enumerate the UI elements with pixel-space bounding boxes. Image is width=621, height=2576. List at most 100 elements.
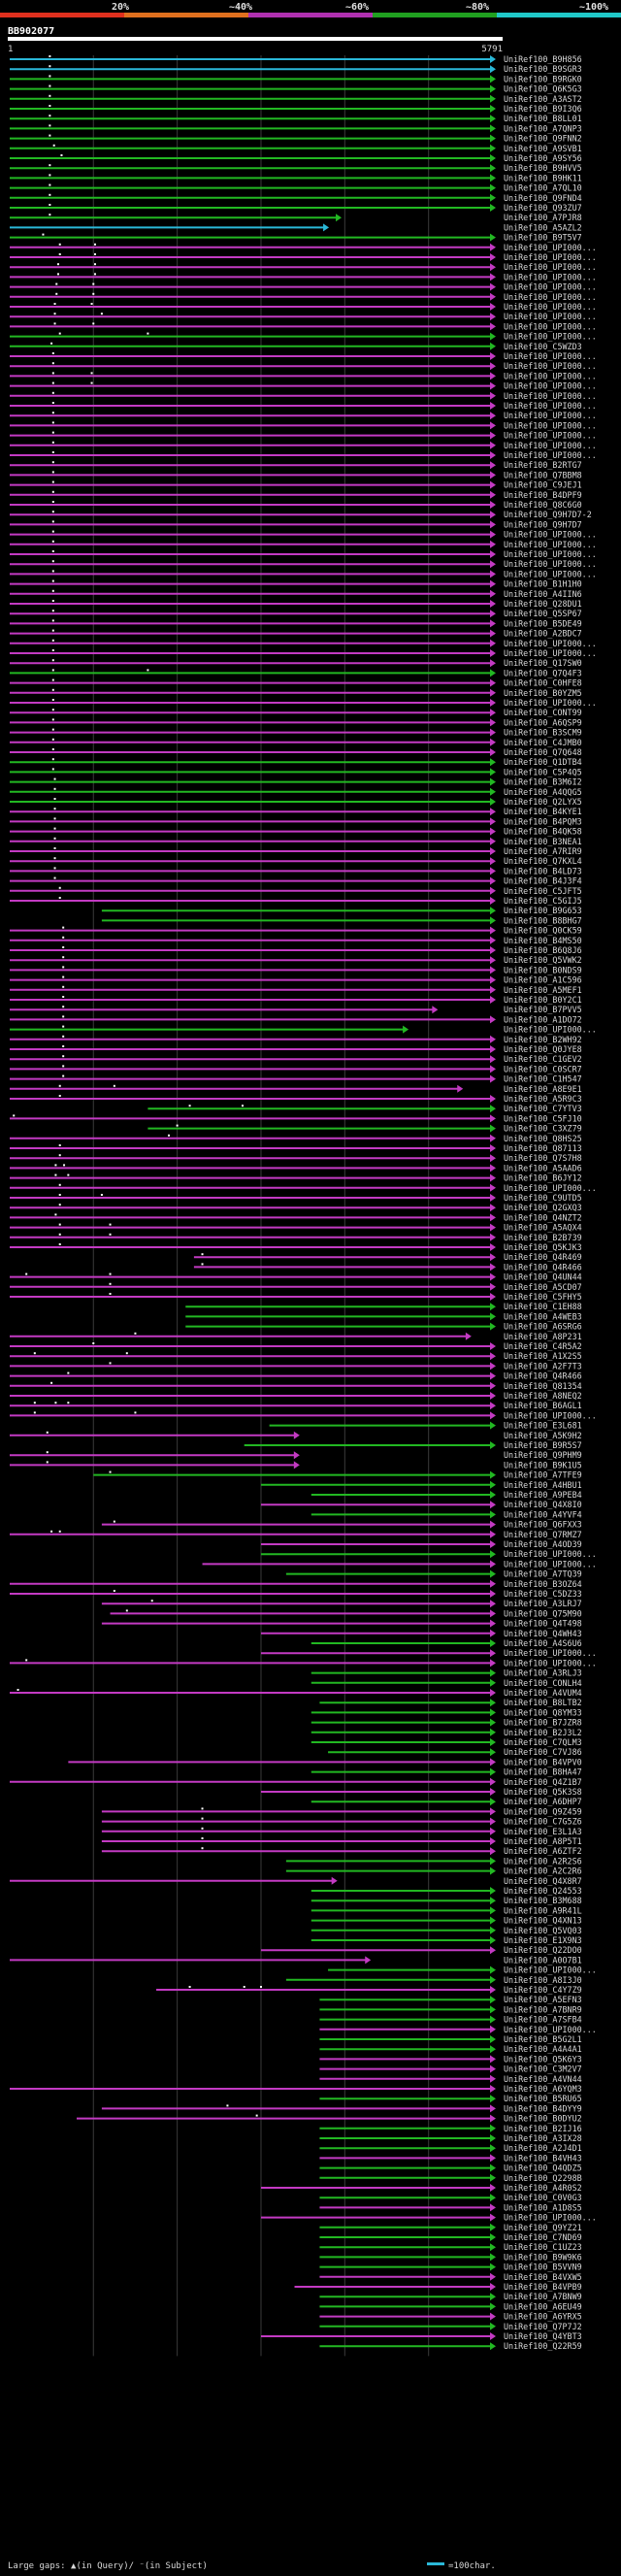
hit-row[interactable]: UniRef100_A7TQ39 — [285, 1569, 582, 1579]
hit-row[interactable]: UniRef100_Q9PHM9 — [10, 1450, 582, 1460]
hit-label[interactable]: UniRef100_B9R5S7 — [504, 1440, 582, 1450]
hit-row[interactable]: UniRef100_Q2298B — [319, 2173, 582, 2183]
hit-label[interactable]: UniRef100_B5RU65 — [504, 2094, 582, 2103]
hit-label[interactable]: UniRef100_A7PJR8 — [504, 213, 582, 222]
hit-label[interactable]: UniRef100_Q2LYX5 — [504, 797, 582, 807]
hit-label[interactable]: UniRef100_UPI000... — [504, 391, 597, 401]
hit-row[interactable]: UniRef100_UPI000... — [10, 262, 597, 272]
hit-label[interactable]: UniRef100_Q4XN13 — [504, 1916, 582, 1926]
hit-label[interactable]: UniRef100_C5JFT5 — [504, 886, 582, 896]
hit-row[interactable]: UniRef100_Q5K3S8 — [260, 1787, 582, 1797]
hit-label[interactable]: UniRef100_Q5K3S8 — [504, 1787, 582, 1797]
hit-row[interactable]: UniRef100_UPI000... — [260, 1648, 597, 1658]
hit-row[interactable]: UniRef100_UPI000... — [10, 530, 597, 540]
hit-label[interactable]: UniRef100_B7PVV5 — [504, 1005, 582, 1014]
hit-label[interactable]: UniRef100_Q2298B — [504, 2173, 582, 2183]
hit-row[interactable]: UniRef100_CONT99 — [10, 708, 582, 717]
hit-label[interactable]: UniRef100_Q0JYE8 — [504, 1044, 582, 1054]
hit-label[interactable]: UniRef100_B5VVN9 — [504, 2262, 582, 2272]
hit-label[interactable]: UniRef100_B8HA47 — [504, 1767, 582, 1777]
hit-row[interactable]: UniRef100_A1D8S5 — [319, 2202, 582, 2212]
hit-label[interactable]: UniRef100_A5MEF1 — [504, 985, 582, 995]
hit-label[interactable]: UniRef100_B2WH92 — [504, 1035, 582, 1044]
hit-label[interactable]: UniRef100_UPI000... — [504, 431, 597, 441]
hit-label[interactable]: UniRef100_B4QK58 — [504, 827, 582, 837]
hit-label[interactable]: UniRef100_Q24553 — [504, 1886, 582, 1896]
hit-label[interactable]: UniRef100_Q4X8R7 — [504, 1876, 582, 1886]
hit-label[interactable]: UniRef100_B4LD73 — [504, 866, 582, 875]
hit-row[interactable]: UniRef100_Q9FND4 — [10, 193, 582, 203]
hit-label[interactable]: UniRef100_E3L681 — [504, 1421, 582, 1431]
hit-label[interactable]: UniRef100_A0O7B1 — [504, 1955, 582, 1965]
hit-row[interactable]: UniRef100_B9T5V7 — [10, 233, 582, 243]
hit-row[interactable]: UniRef100_C7VJ86 — [328, 1747, 582, 1757]
hit-row[interactable]: UniRef100_C1EH88 — [185, 1302, 582, 1311]
hit-label[interactable]: UniRef100_B5G2L1 — [504, 2034, 582, 2044]
hit-row[interactable]: UniRef100_Q75M90 — [110, 1608, 582, 1618]
hit-label[interactable]: UniRef100_C1EH88 — [504, 1302, 582, 1311]
hit-row[interactable]: UniRef100_UPI000... — [10, 1025, 597, 1035]
hit-row[interactable]: UniRef100_A4QQG5 — [10, 787, 582, 797]
hit-label[interactable]: UniRef100_A7SFB4 — [504, 2015, 582, 2025]
hit-label[interactable]: UniRef100_Q9Z459 — [504, 1806, 582, 1816]
hit-row[interactable]: UniRef100_B2WH92 — [10, 1035, 582, 1044]
hit-label[interactable]: UniRef100_Q87113 — [504, 1143, 582, 1153]
hit-label[interactable]: UniRef100_B4DPF9 — [504, 490, 582, 500]
hit-row[interactable]: UniRef100_B6Q8J6 — [10, 945, 582, 955]
hit-row[interactable]: UniRef100_B0DYU2 — [76, 2114, 582, 2124]
hit-label[interactable]: UniRef100_A4WEB3 — [504, 1311, 582, 1321]
hit-row[interactable]: UniRef100_C7ND69 — [319, 2232, 582, 2242]
hit-label[interactable]: UniRef100_UPI000... — [504, 1549, 597, 1559]
hit-row[interactable]: UniRef100_UPI000... — [10, 321, 597, 331]
hit-row[interactable]: UniRef100_A8P5T1 — [101, 1836, 582, 1846]
hit-label[interactable]: UniRef100_A4VUM4 — [504, 1688, 582, 1698]
hit-row[interactable]: UniRef100_UPI000... — [10, 441, 597, 450]
hit-label[interactable]: UniRef100_A7TQ39 — [504, 1569, 582, 1579]
hit-row[interactable]: UniRef100_Q4X8R7 — [10, 1876, 582, 1886]
hit-label[interactable]: UniRef100_A9PEB4 — [504, 1490, 582, 1500]
hit-label[interactable]: UniRef100_C5DZ33 — [504, 1589, 582, 1599]
hit-row[interactable]: UniRef100_Q7Q4F3 — [10, 668, 582, 677]
hit-label[interactable]: UniRef100_B0YZM5 — [504, 688, 582, 698]
hit-row[interactable]: UniRef100_A5K9H2 — [10, 1431, 582, 1440]
hit-label[interactable]: UniRef100_B3M6I2 — [504, 777, 582, 787]
hit-label[interactable]: UniRef100_UPI000... — [504, 540, 597, 549]
hit-row[interactable]: UniRef100_Q6FXX3 — [101, 1520, 582, 1530]
hit-row[interactable]: UniRef100_A8NEQ2 — [10, 1391, 582, 1401]
hit-row[interactable]: UniRef100_Q2GXQ3 — [10, 1203, 582, 1212]
hit-row[interactable]: UniRef100_Q5SP67 — [10, 609, 582, 618]
hit-row[interactable]: UniRef100_C1UZ23 — [319, 2242, 582, 2252]
hit-row[interactable]: UniRef100_Q4R466 — [193, 1262, 582, 1271]
hit-label[interactable]: UniRef100_Q9H7D7-2 — [504, 510, 592, 519]
hit-label[interactable]: UniRef100_A7TFE9 — [504, 1470, 582, 1480]
hit-label[interactable]: UniRef100_A6ZTF2 — [504, 1846, 582, 1856]
hit-row[interactable]: UniRef100_B8HA47 — [310, 1767, 582, 1777]
hit-row[interactable]: UniRef100_A7PJR8 — [10, 213, 582, 222]
hit-row[interactable]: UniRef100_C1GEV2 — [10, 1054, 582, 1064]
hit-row[interactable]: UniRef100_UPI000... — [10, 282, 597, 292]
hit-row[interactable]: UniRef100_B0NDS9 — [10, 965, 582, 974]
hit-label[interactable]: UniRef100_UPI000... — [504, 381, 597, 391]
hit-row[interactable]: UniRef100_CONLH4 — [310, 1678, 582, 1688]
hit-row[interactable]: UniRef100_C1H547 — [10, 1074, 582, 1084]
hit-row[interactable]: UniRef100_B2J3L2 — [310, 1728, 582, 1737]
hit-label[interactable]: UniRef100_UPI000... — [504, 411, 597, 420]
hit-label[interactable]: UniRef100_UPI000... — [504, 1965, 597, 1975]
hit-row[interactable]: UniRef100_Q9Z459 — [101, 1806, 582, 1816]
hit-label[interactable]: UniRef100_UPI000... — [504, 450, 597, 460]
hit-label[interactable]: UniRef100_A6YQM3 — [504, 2084, 582, 2094]
hit-label[interactable]: UniRef100_Q4YBT3 — [504, 2331, 582, 2341]
hit-row[interactable]: UniRef100_Q6K5G3 — [10, 84, 582, 94]
hit-row[interactable]: UniRef100_B4VPB9 — [294, 2282, 582, 2292]
hit-label[interactable]: UniRef100_A9R41L — [504, 1905, 582, 1915]
hit-label[interactable]: UniRef100_B9W9K6 — [504, 2252, 582, 2262]
hit-row[interactable]: UniRef100_B5VVN9 — [319, 2262, 582, 2272]
hit-row[interactable]: UniRef100_B1H1H0 — [10, 579, 582, 589]
hit-label[interactable]: UniRef100_B8LL01 — [504, 114, 582, 123]
hit-label[interactable]: UniRef100_A6DHP7 — [504, 1797, 582, 1806]
hit-row[interactable]: UniRef100_B3M688 — [310, 1896, 582, 1905]
hit-label[interactable]: UniRef100_UPI000... — [504, 361, 597, 371]
hit-row[interactable]: UniRef100_Q4X8I0 — [260, 1500, 582, 1509]
hit-row[interactable]: UniRef100_C0V0G3 — [319, 2193, 582, 2202]
hit-label[interactable]: UniRef100_Q7S7H8 — [504, 1153, 582, 1163]
